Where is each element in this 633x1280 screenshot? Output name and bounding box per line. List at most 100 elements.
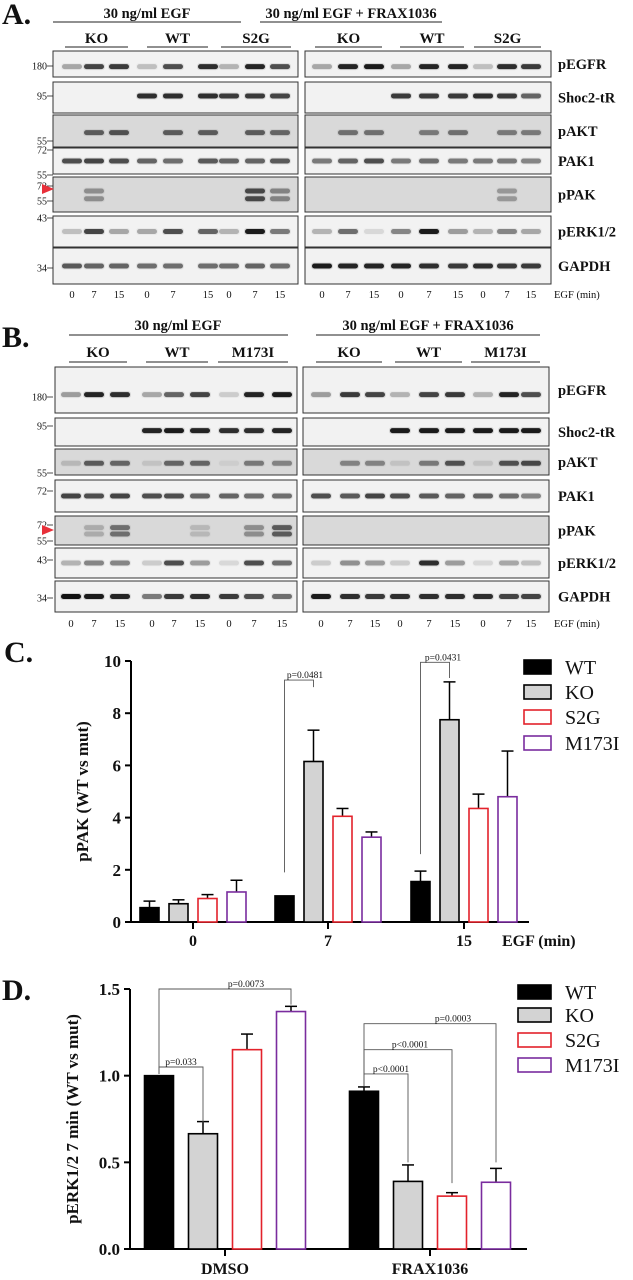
protein-band (84, 531, 104, 537)
band-halo (243, 530, 265, 538)
band-halo (498, 559, 520, 567)
legend-label: WT (565, 982, 596, 1004)
protein-band (245, 93, 265, 99)
protein-label: Shoc2-tR (558, 425, 616, 441)
protein-band (272, 560, 292, 566)
mw-marker-label: 34 (37, 594, 47, 605)
protein-band (391, 229, 411, 234)
lane-time-label: 0 (480, 290, 485, 301)
protein-band (419, 130, 439, 136)
band-halo (243, 459, 265, 467)
protein-band (84, 229, 104, 234)
protein-band (445, 428, 465, 434)
protein-band (219, 263, 239, 269)
legend-label: KO (565, 1005, 594, 1027)
protein-band (521, 158, 541, 164)
protein-band (245, 130, 265, 136)
protein-band (473, 460, 493, 466)
protein-band (272, 428, 292, 434)
protein-band (340, 594, 360, 599)
protein-label: PAK1 (558, 489, 595, 505)
protein-band (419, 158, 439, 164)
x-tick-label: DMSO (201, 1261, 249, 1278)
protein-band (84, 64, 104, 70)
protein-band (219, 229, 239, 234)
band-halo (496, 228, 518, 235)
protein-band (499, 428, 519, 434)
lane-time-label: 7 (171, 619, 176, 630)
protein-band (445, 560, 465, 566)
blot-strip (54, 366, 298, 414)
protein-band (419, 64, 439, 70)
bar-wt (143, 1074, 175, 1250)
protein-band (190, 428, 210, 434)
protein-band (272, 392, 292, 398)
protein-band (109, 64, 129, 70)
protein-band (364, 263, 384, 269)
panel-label: D. (2, 974, 31, 1007)
protein-band (312, 263, 332, 269)
protein-band (84, 460, 104, 466)
lane-time-label: 0 (144, 290, 149, 301)
protein-band (110, 560, 130, 566)
mw-marker-label: 43 (37, 214, 47, 225)
legend-swatch (517, 1032, 552, 1048)
protein-band (137, 93, 157, 99)
band-halo (83, 195, 105, 203)
protein-band (473, 158, 493, 164)
mw-marker-label: 55 (37, 537, 47, 548)
protein-band (445, 493, 465, 499)
protein-label: pEGFR (558, 383, 607, 399)
protein-band (219, 493, 239, 499)
protein-band (62, 263, 82, 269)
protein-band (445, 594, 465, 599)
protein-band (473, 229, 493, 234)
y-tick-label: 8 (113, 704, 122, 723)
band-halo (60, 391, 82, 399)
red-arrow-icon (42, 184, 54, 194)
lane-time-label: 0 (318, 619, 323, 630)
protein-band (521, 594, 541, 599)
lane-time-label: 0 (226, 290, 231, 301)
lane-time-label: 15 (450, 619, 461, 630)
bar-ko (187, 1132, 219, 1250)
protein-band (448, 263, 468, 269)
protein-band (338, 263, 358, 269)
protein-band (109, 263, 129, 269)
bar-wt (139, 906, 160, 923)
x-tick-label: 0 (189, 933, 197, 950)
protein-band (521, 93, 541, 99)
protein-band (62, 158, 82, 164)
panel-label: B. (2, 321, 30, 354)
protein-band (340, 460, 360, 466)
band-halo (243, 524, 265, 532)
protein-band (163, 229, 183, 234)
protein-band (521, 428, 541, 434)
protein-band (219, 428, 239, 434)
bar-s2g (332, 815, 353, 923)
lane-time-label: 0 (226, 619, 231, 630)
lane-time-label: 7 (251, 619, 256, 630)
protein-band (164, 493, 184, 499)
mw-marker-label: 43 (37, 556, 47, 567)
panel-label: A. (2, 0, 31, 31)
p-value-label: p=0.033 (165, 1058, 197, 1068)
mw-marker-label: 55 (37, 171, 47, 182)
panel-label: C. (4, 636, 33, 669)
protein-band (198, 263, 218, 269)
lane-time-label: 7 (91, 290, 96, 301)
lane-time-label: 15 (370, 619, 381, 630)
protein-band (390, 460, 410, 466)
protein-band (84, 158, 104, 164)
protein-band (311, 493, 331, 499)
protein-label: pPAK (558, 524, 596, 540)
protein-band (497, 130, 517, 136)
protein-band (391, 93, 411, 99)
protein-band (365, 460, 385, 466)
protein-band (137, 263, 157, 269)
cell-group-label: S2G (242, 31, 270, 47)
x-tick-label: FRAX1036 (392, 1261, 468, 1278)
lane-time-label: 7 (426, 290, 431, 301)
protein-band (473, 428, 493, 434)
